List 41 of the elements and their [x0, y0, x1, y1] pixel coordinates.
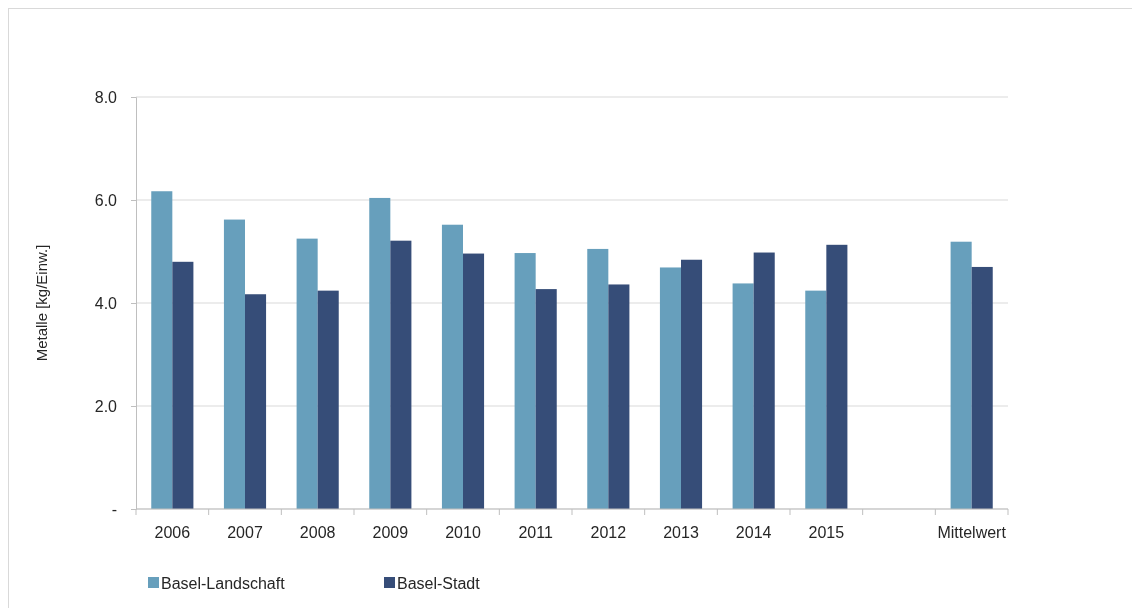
y-tick-label: 2.0: [94, 397, 118, 415]
bar: [753, 252, 775, 509]
x-tick-label: 2007: [227, 524, 263, 541]
bar: [659, 267, 681, 509]
x-tick-label: 2008: [299, 524, 336, 541]
bar: [514, 253, 536, 509]
y-axis-title: Metalle [kg/Einw.]: [33, 244, 50, 362]
x-tick-label: 2010: [445, 524, 481, 541]
x-tick-label: 2012: [590, 524, 627, 541]
bar: [441, 224, 463, 509]
bar: [681, 259, 703, 509]
bar: [463, 253, 485, 509]
x-tick-label: 2013: [663, 524, 699, 541]
legend-label: Basel-Landschaft: [161, 575, 286, 592]
x-tick-label: 2006: [154, 524, 191, 541]
bar: [950, 241, 972, 509]
bar: [732, 283, 754, 509]
bar: [608, 284, 630, 509]
bar: [390, 240, 412, 509]
bar: [535, 289, 557, 509]
y-tick-label: 6.0: [94, 191, 118, 209]
bar: [223, 219, 245, 509]
legend-label: Basel-Stadt: [397, 575, 481, 592]
x-tick-label: 2014: [735, 524, 772, 541]
bar: [369, 197, 391, 509]
bar: [296, 238, 318, 509]
y-tick-label: -: [111, 500, 117, 518]
bar: [245, 294, 267, 509]
bar: [805, 290, 827, 509]
x-tick-label: 2009: [372, 524, 409, 541]
bar: [317, 290, 339, 509]
bar: [826, 244, 848, 509]
y-tick-label: 4.0: [94, 294, 118, 312]
x-tick-label: 2011: [518, 524, 553, 541]
bar: [587, 248, 609, 509]
bar: [971, 266, 993, 509]
bar: [151, 191, 173, 509]
x-tick-label: 2015: [808, 524, 845, 541]
bar: [172, 261, 194, 509]
x-tick-label: Mittelwert: [937, 524, 1007, 541]
y-tick-label: 8.0: [94, 88, 118, 106]
